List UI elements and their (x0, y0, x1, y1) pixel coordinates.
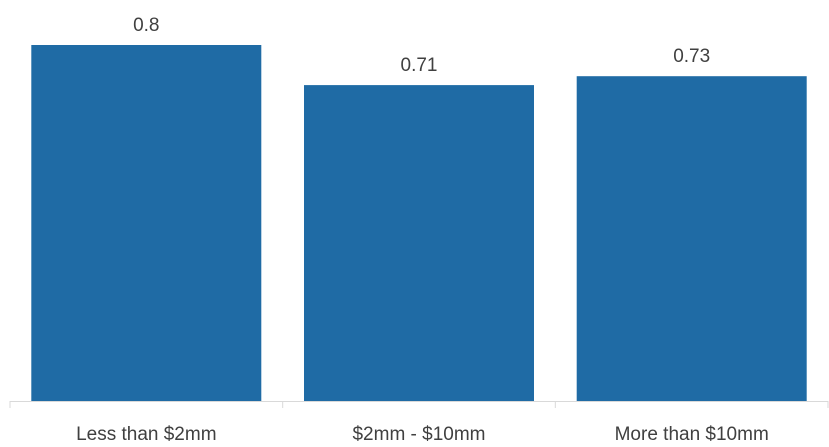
x-tick-label-2: More than $10mm (615, 424, 769, 445)
bars-layer (31, 45, 807, 401)
x-tick-labels: Less than $2mm $2mm - $10mm More than $10m… (76, 424, 769, 445)
x-axis (9, 401, 829, 408)
data-label-2: 0.73 (673, 46, 710, 67)
x-tick-label-1: $2mm - $10mm (352, 424, 485, 445)
data-label-1: 0.71 (401, 55, 438, 76)
bar-0 (31, 45, 262, 401)
x-tick-label-0: Less than $2mm (76, 424, 216, 445)
bar-1 (304, 85, 534, 401)
data-labels-layer: 0.8 0.71 0.73 (133, 15, 710, 76)
data-label-0: 0.8 (133, 15, 159, 36)
bar-2 (576, 76, 807, 401)
